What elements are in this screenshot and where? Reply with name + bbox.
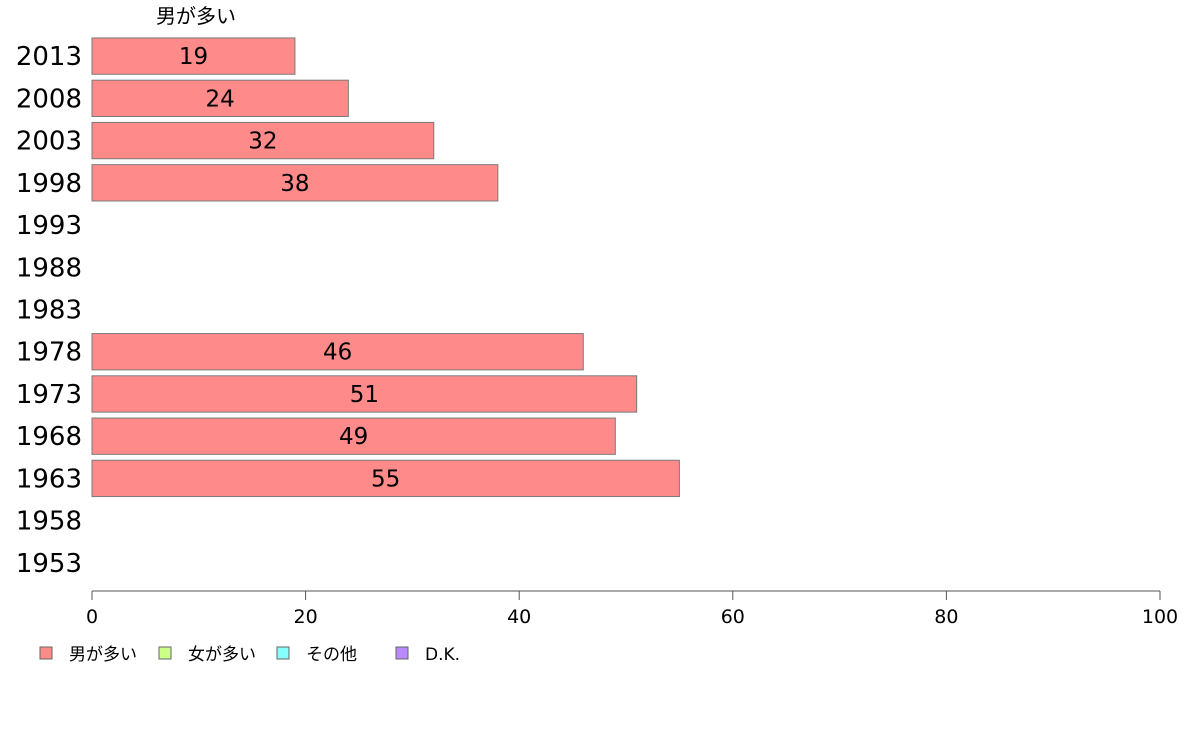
bar-value-label: 24 xyxy=(206,86,235,112)
x-tick-label: 80 xyxy=(934,606,958,628)
y-tick-label: 1998 xyxy=(16,169,82,199)
y-axis-ticks: 2013 2008 2003 1998 1993 1988 1983 1978 1973 1968… xyxy=(16,42,82,579)
bar xyxy=(91,164,499,202)
legend-swatch xyxy=(276,646,290,660)
legend-label: 女が多い xyxy=(188,645,256,665)
bar-value-label: 55 xyxy=(371,466,400,492)
bar xyxy=(91,121,435,160)
bar xyxy=(91,79,349,118)
x-axis: 0 20 40 60 80 100 xyxy=(86,590,1178,628)
x-tick-label: 20 xyxy=(294,606,318,628)
legend-label: その他 xyxy=(306,645,357,665)
y-tick-label: 2008 xyxy=(16,84,82,114)
bar-value-label: 49 xyxy=(339,424,368,450)
y-tick-label: 1988 xyxy=(16,253,82,283)
y-tick-label: 2013 xyxy=(16,42,82,72)
bar-value-label: 19 xyxy=(179,44,208,70)
y-tick-label: 1953 xyxy=(16,549,82,579)
bar xyxy=(91,375,638,413)
y-tick-label: 1983 xyxy=(16,296,82,326)
y-tick-label: 1993 xyxy=(16,211,82,241)
bar-value-label: 38 xyxy=(280,171,309,197)
x-tick-label: 0 xyxy=(86,606,98,628)
y-tick-label: 1958 xyxy=(16,507,82,537)
legend-swatch xyxy=(39,646,53,660)
legend-label: D.K. xyxy=(425,645,460,665)
x-tick-label: 40 xyxy=(507,606,531,628)
bar xyxy=(91,459,680,498)
bar xyxy=(91,417,616,455)
y-tick-label: 1973 xyxy=(16,380,82,410)
legend: 男が多い 女が多い その他 D.K. xyxy=(39,645,460,665)
bar xyxy=(91,37,296,75)
bar-value-label: 51 xyxy=(350,382,379,408)
y-tick-label: 1963 xyxy=(16,464,82,494)
y-tick-label: 1968 xyxy=(16,422,82,452)
top-series-label: 男が多い xyxy=(156,4,236,28)
legend-label: 男が多い xyxy=(69,645,137,665)
y-tick-label: 1978 xyxy=(16,338,82,368)
bar-value-label: 46 xyxy=(323,340,352,366)
bar-value-label: 32 xyxy=(248,129,277,155)
bar xyxy=(91,333,584,371)
legend-swatch xyxy=(395,646,409,660)
legend-swatch xyxy=(158,646,172,660)
y-tick-label: 2003 xyxy=(16,127,82,157)
x-tick-label: 100 xyxy=(1142,606,1178,628)
x-tick-label: 60 xyxy=(721,606,745,628)
